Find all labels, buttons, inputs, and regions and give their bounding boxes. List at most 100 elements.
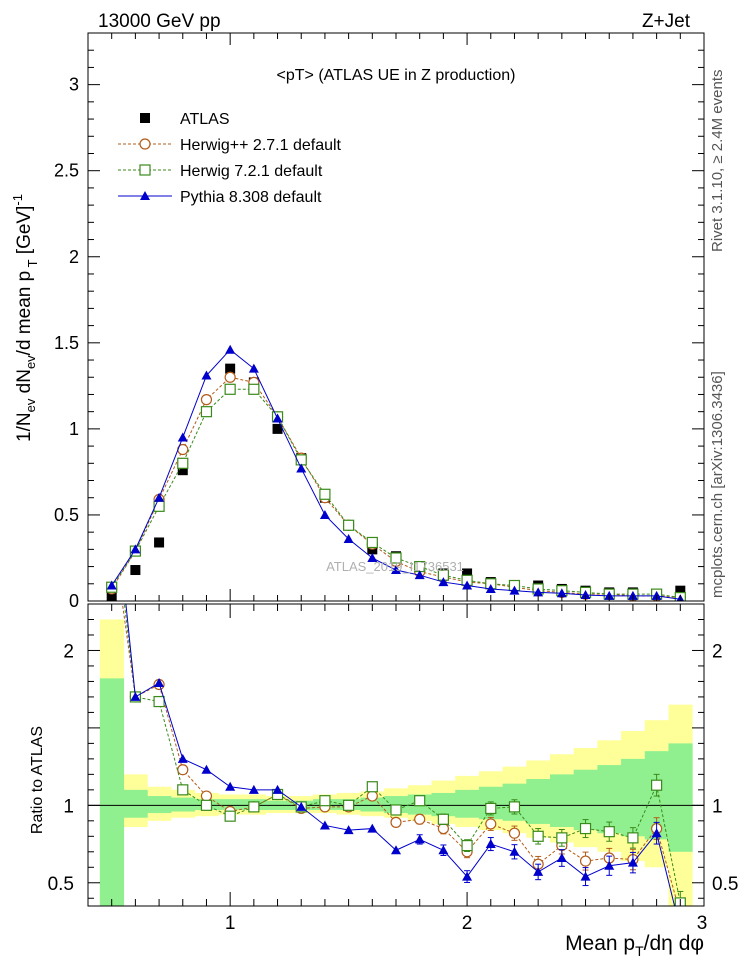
uncertainty-band-green-bin [621,758,646,837]
legend-item-atlas: ATLAS [140,111,230,128]
ratio-point-pythia [485,839,496,849]
watermark: ATLAS_2019_I1736531 [326,559,464,574]
uncertainty-band-green-bin [550,774,575,828]
data-point-herwig7 [390,552,402,564]
legend-label-herwig7: Herwig 7.2.1 default [180,163,323,180]
legend-item-herwig7: Herwig 7.2.1 default [118,163,323,180]
ratio-point-pythia [391,845,401,855]
data-point-atlas [462,568,473,579]
ratio-point-pythia [107,460,117,469]
data-point-pythia [391,565,401,575]
legend: ATLAS Herwig++ 2.7.1 default Herwig 7.2.1 … [118,111,342,206]
legend-marker-herwig7 [139,164,151,176]
ratio-point-herwig7 [153,695,165,708]
data-point-pythia [201,370,212,380]
x-tick-label: 1 [225,913,236,934]
ratio-point-pythia [272,784,283,794]
plot-title: <pT> (ATLAS UE in Z production) [277,67,516,84]
ratio-point-herwigpp [508,827,521,839]
ratio-point-herwig7 [627,832,639,844]
ratio-point-herwig7 [248,801,260,813]
rivet-label: Rivet 3.1.10, ≥ 2.4M events [709,70,726,253]
data-point-atlas [154,537,165,548]
data-point-pythia [225,344,236,354]
ratio-point-herwig7 [200,799,213,811]
data-point-pythia [580,589,591,599]
data-point-pythia [414,570,425,580]
uncertainty-band-green-bin [360,797,385,812]
ratio-y-tick-label-right: 0.5 [712,874,738,895]
ratio-point-herwig7 [366,781,378,793]
series-pythia [106,344,685,601]
uncertainty-band-green-bin [147,796,172,814]
ratio-point-pythia [509,846,520,856]
data-point-herwig7 [343,519,355,531]
main-y-label: 1/Nev dNev/d mean p T [GeV]-1 [10,194,40,442]
main-y-tick-label: 2.5 [54,161,79,181]
ratio-point-pythia [627,857,638,867]
data-point-pythia [248,363,259,373]
svg-text:1/Nev dNev/d mean p T [GeV]-1: 1/Nev dNev/d mean p T [GeV]-1 [10,194,40,442]
ratio-point-pythia [177,753,188,763]
ratio-point-pythia [296,801,307,811]
data-point-herwig7 [248,383,260,395]
ratio-point-herwig7 [579,822,592,835]
main-y-tick-label: 2 [69,247,79,267]
ratio-axes: 0.5 0.5 1 1 2 2 1 2 3 [48,604,738,934]
uncertainty-band-green-bin [99,678,125,906]
ratio-point-pythia [580,871,591,881]
main-y-tick-label: 1.5 [54,333,79,353]
ratio-point-pythia [225,781,236,791]
legend-marker-atlas [140,113,150,123]
ratio-line-pythia [125,604,676,906]
ratio-y-label: Ratio to ATLAS [29,726,46,834]
ratio-point-pythia [462,871,473,881]
data-point-atlas [675,585,686,596]
data-point-pythia [367,552,378,562]
ratio-point-herwig7 [556,832,568,844]
energy-label: 13000 GeV pp [98,11,221,32]
ratio-point-pythia [319,820,330,830]
data-point-herwig7 [319,488,331,500]
uncertainty-band-green-bin [170,797,196,812]
process-label: Z+Jet [642,11,691,32]
data-point-pythia [438,577,449,587]
legend-item-pythia: Pythia 8.308 default [118,189,322,206]
ratio-point-herwig7 [508,801,521,813]
ratio-point-herwigpp [437,822,449,835]
ratio-series-pythia [107,460,676,906]
data-point-atlas [272,423,283,434]
ratio-series-herwigpp [121,604,685,919]
ratio-y-tick-label-left: 0.5 [48,874,74,895]
x-tick-label: 2 [462,913,473,934]
ratio-point-herwigpp [675,909,685,919]
data-point-herwig7 [200,406,213,418]
ratio-point-herwigpp [366,790,378,802]
ratio-point-herwig7 [437,813,449,825]
data-point-pythia [462,580,473,590]
uncertainty-band-green-bin [123,789,148,818]
data-point-pythia [154,492,165,502]
main-panel: 0 0.5 1 1.5 2 2.5 3 <pT> (ATLAS UE in Z produc… [54,32,705,611]
ratio-point-herwig7 [390,804,402,816]
data-point-atlas [130,565,141,576]
ratio-y-tick-label-left: 1 [63,796,74,817]
data-point-herwig7 [366,536,378,549]
mcplots-label: mcplots.cern.ch [arXiv:1306.3436] [709,371,726,598]
ratio-point-pythia [533,866,544,876]
ratio-point-herwig7 [603,826,615,838]
ratio-point-pythia [414,834,425,844]
data-point-pythia [343,534,354,544]
ratio-plot-area [88,460,704,919]
main-y-tick-label: 0.5 [54,505,79,525]
ratio-point-herwigpp [177,764,189,776]
legend-marker-herwigpp [139,138,151,150]
data-point-herwig7 [224,383,236,395]
uncertainty-band-green-bin [431,792,456,817]
data-point-pythia [509,585,520,595]
data-point-pythia [177,432,188,442]
ratio-point-herwigpp [390,816,402,828]
ratio-point-herwig7 [177,784,189,796]
uncertainty-band-green-bin [218,799,243,810]
